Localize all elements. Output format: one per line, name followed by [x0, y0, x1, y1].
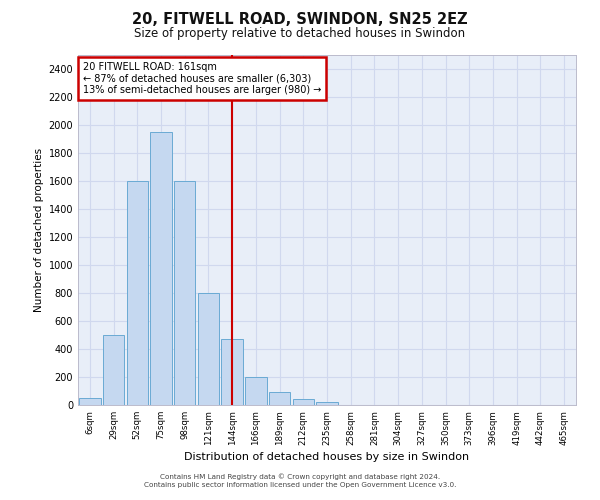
Text: Contains HM Land Registry data © Crown copyright and database right 2024.
Contai: Contains HM Land Registry data © Crown c…: [144, 474, 456, 488]
Bar: [269, 392, 290, 405]
Bar: [198, 293, 219, 405]
Text: 20, FITWELL ROAD, SWINDON, SN25 2EZ: 20, FITWELL ROAD, SWINDON, SN25 2EZ: [132, 12, 468, 28]
Bar: [174, 181, 196, 405]
Bar: [316, 402, 338, 405]
Text: Size of property relative to detached houses in Swindon: Size of property relative to detached ho…: [134, 28, 466, 40]
Text: 20 FITWELL ROAD: 161sqm
← 87% of detached houses are smaller (6,303)
13% of semi: 20 FITWELL ROAD: 161sqm ← 87% of detache…: [83, 62, 322, 95]
Bar: [293, 400, 314, 405]
Bar: [127, 181, 148, 405]
Bar: [103, 335, 124, 405]
Bar: [151, 132, 172, 405]
X-axis label: Distribution of detached houses by size in Swindon: Distribution of detached houses by size …: [184, 452, 470, 462]
Bar: [221, 338, 243, 405]
Y-axis label: Number of detached properties: Number of detached properties: [34, 148, 44, 312]
Bar: [245, 377, 266, 405]
Bar: [79, 398, 101, 405]
